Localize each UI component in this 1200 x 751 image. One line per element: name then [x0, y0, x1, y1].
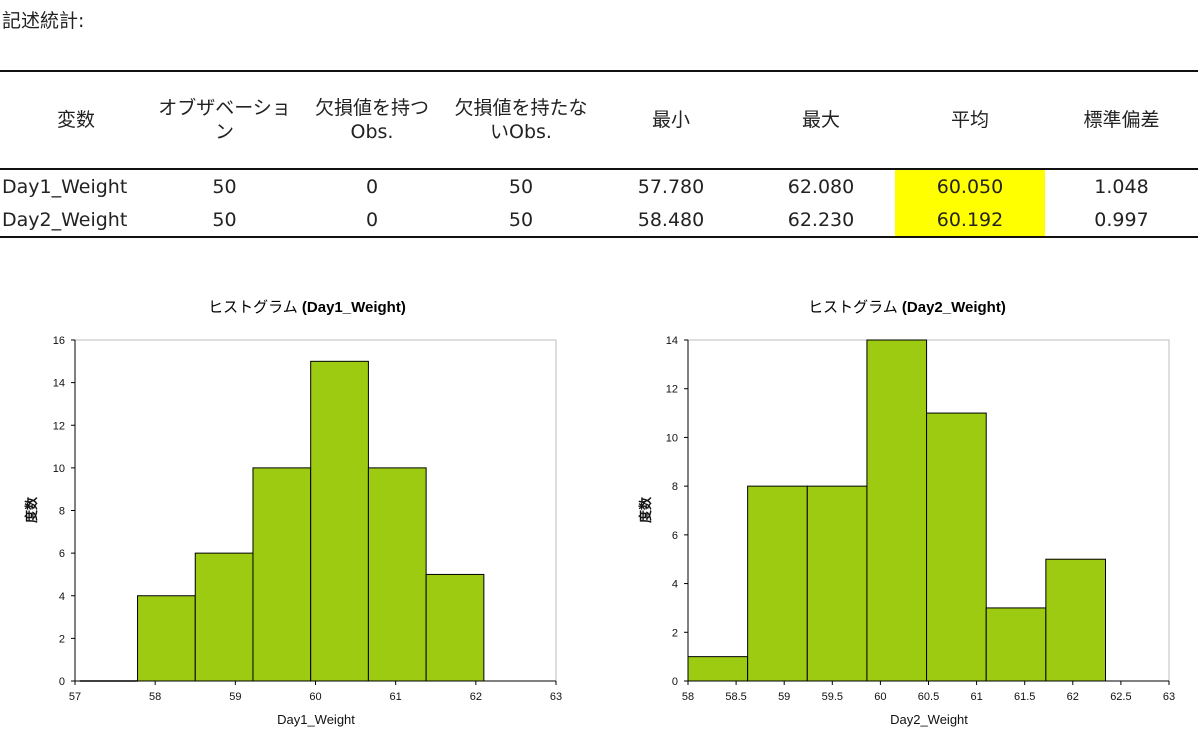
x-tick-label: 63	[550, 691, 562, 703]
cell-obs-with-missing: 0	[365, 175, 379, 198]
histogram-bar	[866, 339, 928, 682]
cell-obs-without-missing: 50	[508, 208, 534, 231]
x-tick-label: 59	[229, 691, 241, 703]
y-tick-label: 14	[53, 378, 65, 390]
histogram-bar	[985, 607, 1047, 682]
cell-obs-without-missing: 50	[508, 175, 534, 198]
y-tick-label: 0	[59, 676, 65, 688]
y-tick-label: 10	[53, 463, 65, 475]
cell-variable: Day2_Weight	[2, 208, 128, 231]
chart-title: ヒストグラム (Day2_Weight)	[808, 299, 1006, 316]
histogram-bar	[926, 412, 987, 682]
x-axis-label: Day2_Weight	[890, 712, 968, 727]
y-tick-label: 2	[59, 633, 65, 645]
header-obs-without-missing: 欠損値を持たないObs.	[454, 97, 588, 143]
header-std-dev: 標準偏差	[1083, 109, 1160, 131]
histogram-bar	[687, 656, 749, 682]
x-tick-label: 60	[309, 691, 321, 703]
cell-observations: 50	[212, 175, 237, 198]
table-header-row: 変数 オブザベーション 欠損値を持つObs. 欠損値を持たないObs. 最小 最…	[0, 71, 1198, 169]
header-obs-with-missing: 欠損値を持つObs.	[314, 97, 429, 143]
header-variable: 変数	[56, 109, 95, 131]
x-tick-label: 60	[874, 691, 886, 703]
chart-title-prefix: ヒストグラム	[208, 299, 298, 316]
chart-title-variable: (Day1_Weight)	[302, 299, 406, 316]
x-tick-label: 60.5	[918, 691, 939, 703]
x-axis-label: Day1_Weight	[277, 712, 355, 727]
y-tick-label: 12	[666, 384, 678, 396]
chart-title-variable: (Day2_Weight)	[902, 299, 1006, 316]
section-title: 記述統計:	[2, 10, 85, 32]
table-row: Day1_Weight 50 0 50 57.780 62.080 60.050…	[0, 169, 1198, 203]
x-tick-label: 61	[970, 691, 982, 703]
x-tick-label: 57	[69, 691, 81, 703]
cell-std-dev: 0.997	[1094, 208, 1149, 231]
y-tick-label: 6	[672, 530, 678, 542]
x-tick-label: 63	[1163, 691, 1175, 703]
histogram-bar	[252, 467, 312, 682]
chart-title: ヒストグラム (Day1_Weight)	[208, 299, 406, 316]
cell-std-dev: 1.048	[1094, 175, 1149, 198]
y-tick-label: 16	[53, 335, 65, 347]
descriptive-stats-table: 変数 オブザベーション 欠損値を持つObs. 欠損値を持たないObs. 最小 最…	[0, 70, 1198, 238]
histogram-bar	[310, 360, 369, 682]
cell-maximum: 62.230	[787, 208, 855, 231]
y-tick-label: 2	[672, 627, 678, 639]
y-tick-label: 6	[59, 548, 65, 560]
cell-minimum: 58.480	[637, 208, 705, 231]
histogram-day2-svg: ヒストグラム (Day2_Weight) Day2_Weight 度数 0 2 4 6…	[638, 299, 1175, 727]
cell-variable: Day1_Weight	[2, 175, 128, 198]
cell-obs-with-missing: 0	[365, 208, 379, 231]
x-tick-label: 61	[390, 691, 402, 703]
y-tick-label: 4	[59, 591, 65, 603]
y-axis-label: 度数	[24, 496, 40, 523]
x-tick-label: 62.5	[1110, 691, 1131, 703]
y-tick-label: 10	[666, 432, 678, 444]
x-tick-label: 59.5	[822, 691, 843, 703]
plot-area: 0 2 4 6 8 10 12 14 58 58.5 59 59.5 60 60.5 61 61.5 62 62.…	[666, 335, 1175, 703]
histogram-bar	[1045, 558, 1107, 682]
plot-area: 0 2 4 6 8 10 12 14 16 57 58 59 60 61 62 63	[53, 335, 562, 703]
histogram-day1-svg: ヒストグラム (Day1_Weight) Day1_Weight 度数 0 2 4 6…	[24, 299, 562, 727]
histogram-day1-weight: ヒストグラム (Day1_Weight) Day1_Weight 度数 0 2 4 6…	[20, 290, 580, 740]
x-tick-label: 58	[682, 691, 694, 703]
x-tick-label: 59	[778, 691, 790, 703]
table-row: Day2_Weight 50 0 50 58.480 62.230 60.192…	[0, 203, 1198, 237]
histogram-bar	[367, 467, 427, 682]
header-mean: 平均	[950, 109, 989, 131]
y-tick-label: 14	[666, 335, 678, 347]
y-tick-label: 12	[53, 420, 65, 432]
header-maximum: 最大	[801, 109, 840, 131]
histogram-bar	[806, 485, 868, 682]
chart-title-prefix: ヒストグラム	[808, 299, 898, 316]
y-tick-label: 8	[672, 481, 678, 493]
header-observations: オブザベーション	[158, 97, 291, 143]
histogram-day2-weight: ヒストグラム (Day2_Weight) Day2_Weight 度数 0 2 4 6…	[620, 290, 1180, 740]
x-tick-label: 58	[149, 691, 161, 703]
histogram-bar	[425, 573, 485, 682]
y-tick-label: 0	[672, 676, 678, 688]
header-minimum: 最小	[651, 109, 690, 131]
cell-mean-highlighted: 60.192	[895, 203, 1045, 237]
cell-observations: 50	[212, 208, 237, 231]
histogram-bar	[137, 595, 196, 682]
y-tick-label: 8	[59, 506, 65, 518]
x-tick-label: 61.5	[1014, 691, 1035, 703]
y-tick-label: 4	[672, 579, 678, 591]
x-tick-label: 62	[470, 691, 482, 703]
histogram-bar	[747, 485, 808, 682]
x-tick-label: 62	[1067, 691, 1079, 703]
cell-minimum: 57.780	[637, 175, 705, 198]
cell-mean-highlighted: 60.050	[895, 169, 1045, 203]
histogram-bar	[194, 552, 254, 682]
y-axis-label: 度数	[638, 496, 654, 523]
cell-maximum: 62.080	[787, 175, 855, 198]
x-tick-label: 58.5	[725, 691, 746, 703]
